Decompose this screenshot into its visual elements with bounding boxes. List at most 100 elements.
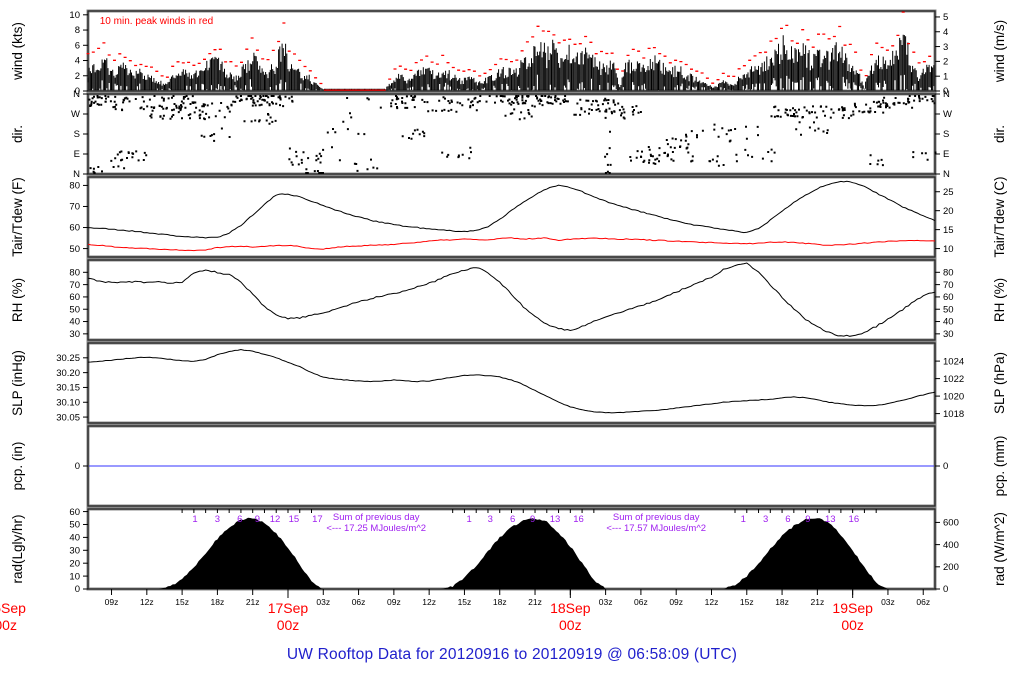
x-tick-label: 12z [140, 597, 154, 607]
temperature-left-tick-label: 80 [69, 181, 80, 192]
slp-series [87, 348, 936, 414]
wind-direction-axis-title-left: dir. [10, 125, 25, 143]
relative-humidity-axis-title-right: RH (%) [992, 278, 1007, 322]
cumulative-radiation-label: 16 [573, 514, 584, 525]
cumulative-radiation-label: 12 [270, 514, 281, 525]
cumulative-radiation-label: 1 [741, 514, 746, 525]
cumulative-radiation-label: 1 [192, 514, 197, 525]
precipitation-axis-title-left: pcp. (in) [10, 442, 25, 491]
cumulative-radiation-label: 3 [763, 514, 768, 525]
wind-direction-left-tick-label: E [74, 149, 80, 160]
x-tick-label: 09z [387, 597, 401, 607]
solar-radiation-right-tick-label: 600 [943, 518, 959, 529]
relative-humidity-right-tick-label: 30 [943, 329, 954, 340]
temperature-axis-title-left: Tair/Tdew (F) [10, 177, 25, 257]
solar-radiation-left-tick-label: 0 [75, 584, 80, 595]
x-tick-label: 09z [669, 597, 683, 607]
solar-radiation-right-tick-label: 200 [943, 562, 959, 573]
sea-level-pressure-left-tick-label: 30.15 [56, 383, 80, 394]
wind-panel-frame [87, 10, 936, 92]
x-tick-label: 21z [528, 597, 542, 607]
sea-level-pressure-left-tick-label: 30.25 [56, 353, 80, 364]
precipitation-left-tick-label: 0 [75, 461, 80, 472]
wind-right-tick-label: 0 [943, 86, 948, 97]
rh-series [87, 262, 936, 337]
wind-direction-right-tick-label: E [943, 149, 949, 160]
relative-humidity-right-tick-label: 40 [943, 317, 954, 328]
x-tick-label: 15z [740, 597, 754, 607]
radiation-sum-value: <--- 17.25 MJoules/m^2 [326, 523, 426, 534]
wind-left-tick-label: 8 [75, 25, 80, 36]
x-tick-label: 21z [811, 597, 825, 607]
temperature-panel-frame [87, 176, 936, 258]
wind-direction-axis-title-right: dir. [992, 125, 1007, 143]
x-tick-label: 18z [211, 597, 225, 607]
x-tick-label: 21z [246, 597, 260, 607]
temperature-axis-title-right: Tair/Tdew (C) [992, 176, 1007, 257]
solar-radiation-axis-title-right: rad (W/m^2) [992, 512, 1007, 586]
relative-humidity-right-tick-label: 50 [943, 304, 954, 315]
x-tick-label: 03z [599, 597, 613, 607]
solar-radiation-right-tick-label: 400 [943, 540, 959, 551]
sea-level-pressure-right-tick-label: 1020 [943, 391, 964, 402]
sea-level-pressure-panel-frame-outer [86, 341, 937, 425]
solar-radiation-left-tick-label: 40 [69, 533, 80, 544]
wind-direction-right-tick-label: S [943, 129, 949, 140]
solar-radiation-axis-title-left: rad(Lgly/hr) [10, 514, 25, 583]
x-tick-label: 06z [916, 597, 930, 607]
cumulative-radiation-label: 6 [510, 514, 515, 525]
cumulative-radiation-label: 3 [215, 514, 220, 525]
solar-radiation-left-tick-label: 20 [69, 558, 80, 569]
x-tick-label: 15z [175, 597, 189, 607]
wind-direction-points [88, 95, 937, 174]
x-tick-label: 03z [316, 597, 330, 607]
relative-humidity-left-tick-label: 40 [69, 317, 80, 328]
wind-left-tick-label: 4 [75, 56, 80, 67]
figure-title: UW Rooftop Data for 20120916 to 20120919… [286, 646, 738, 663]
wind-right-tick-label: 2 [943, 57, 948, 68]
x-tick-label: 12z [705, 597, 719, 607]
sea-level-pressure-panel-frame [87, 342, 936, 424]
cumulative-radiation-label: 6 [237, 514, 242, 525]
wind-direction-left-tick-label: S [74, 129, 80, 140]
sea-level-pressure-left-tick-label: 30.05 [56, 412, 80, 423]
cumulative-radiation-label: 6 [785, 514, 790, 525]
wind-left-tick-label: 6 [75, 40, 80, 51]
date-label-time: 00z [277, 617, 300, 633]
temperature-panel-frame-outer [86, 175, 937, 259]
relative-humidity-left-tick-label: 30 [69, 329, 80, 340]
solar-radiation-left-tick-label: 10 [69, 571, 80, 582]
wind-direction-right-tick-label: W [943, 109, 952, 120]
cumulative-radiation-label: 9 [255, 514, 260, 525]
relative-humidity-right-tick-label: 80 [943, 268, 954, 279]
wind-direction-right-tick-label: N [943, 169, 950, 180]
radiation-sum-value: <--- 17.57 MJoules/m^2 [606, 523, 706, 534]
sea-level-pressure-right-tick-label: 1022 [943, 374, 964, 385]
solar-radiation-left-tick-label: 30 [69, 545, 80, 556]
relative-humidity-left-tick-label: 50 [69, 304, 80, 315]
wind-right-tick-label: 5 [943, 12, 948, 23]
relative-humidity-panel-frame [87, 259, 936, 341]
radiation-sum-annotation: Sum of previous day [613, 512, 700, 523]
x-tick-label: 06z [634, 597, 648, 607]
wind-speed-series [87, 34, 935, 91]
sea-level-pressure-axis-title-left: SLP (inHg) [10, 350, 25, 416]
temperature-right-tick-label: 10 [943, 244, 954, 255]
wind-left-tick-label: 10 [69, 10, 80, 21]
date-label-time: 00z [0, 617, 17, 633]
relative-humidity-right-tick-label: 70 [943, 280, 954, 291]
sea-level-pressure-left-tick-label: 30.20 [56, 368, 80, 379]
wind-axis-title-left: wind (kts) [10, 22, 25, 81]
wind-axis-title-right: wind (m/s) [992, 20, 1007, 83]
wind-right-tick-label: 4 [943, 27, 948, 38]
cumulative-radiation-label: 17 [312, 514, 323, 525]
wind-direction-right-tick-label: N [943, 89, 950, 100]
tair-series [87, 180, 936, 239]
temperature-left-tick-label: 60 [69, 223, 80, 234]
cumulative-radiation-label: 13 [825, 514, 836, 525]
x-tick-label: 18z [775, 597, 789, 607]
wind-peak-annotation: 10 min. peak winds in red [100, 16, 213, 27]
date-label: 18Sep [550, 600, 591, 616]
